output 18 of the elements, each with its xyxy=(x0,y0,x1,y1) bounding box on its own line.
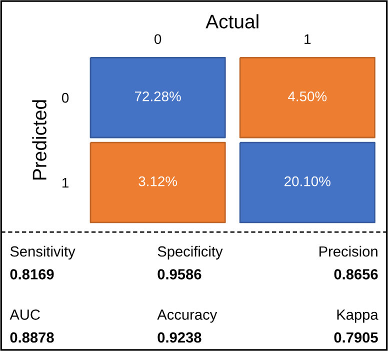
text: 0.7905 xyxy=(334,332,378,343)
data-label: 3.12% xyxy=(138,176,178,186)
text: 0.8169 xyxy=(10,269,54,280)
data-label: 4.50% xyxy=(288,91,327,102)
data-label: 72.28% xyxy=(134,91,181,102)
text: 0.8656 xyxy=(334,269,378,280)
text: 0.9586 xyxy=(158,269,202,280)
text: Sensitivity xyxy=(10,246,76,260)
x-axis-title: Actual xyxy=(206,14,258,28)
y-axis-title: Predicted xyxy=(32,100,46,180)
text: 0.9238 xyxy=(158,332,202,343)
data-label: 20.10% xyxy=(284,176,330,186)
text: 0.8878 xyxy=(10,332,54,343)
text: Kappa xyxy=(337,310,378,323)
text: Specificity xyxy=(158,246,223,260)
text: Precision xyxy=(320,246,378,257)
text: Accuracy xyxy=(157,310,218,323)
text: AUC xyxy=(10,309,40,320)
